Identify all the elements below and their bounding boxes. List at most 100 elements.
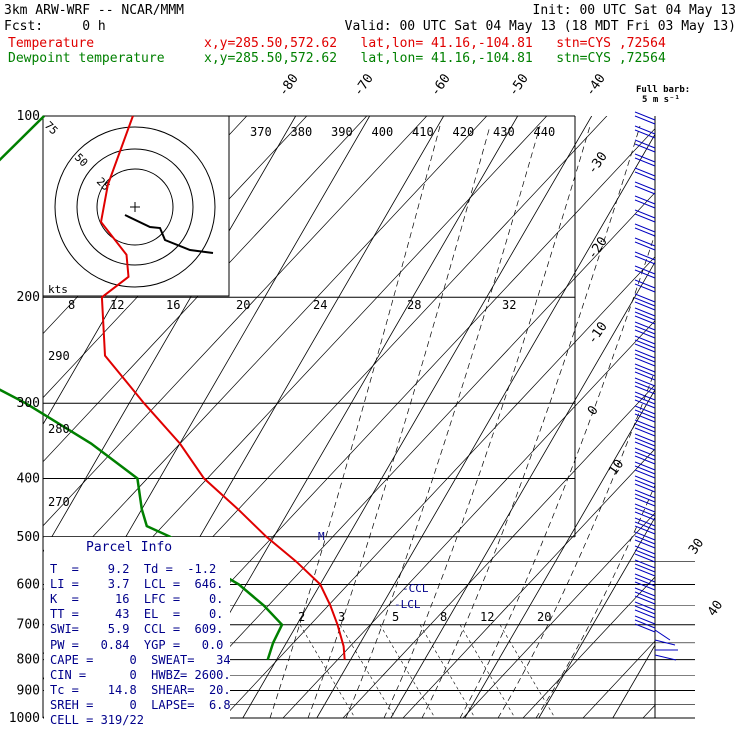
wind-barb	[634, 587, 656, 605]
wind-barb	[634, 321, 656, 339]
wind-barb	[634, 125, 656, 139]
hodograph-ring	[96, 168, 174, 246]
wind-barb	[634, 209, 656, 223]
isotherm-label: -70	[351, 71, 377, 99]
dry-adiabat	[282, 320, 655, 718]
isotherm-label: 30	[686, 536, 707, 557]
dry-adiabat	[43, 116, 368, 463]
full-barb-label: Full barb:	[636, 85, 691, 95]
theta-label: 290	[48, 349, 70, 363]
moist-adiabat	[459, 232, 655, 718]
moist-adiabat	[421, 125, 641, 718]
pressure-label: 300	[17, 396, 40, 411]
dry-adiabat	[342, 384, 655, 718]
pressure-label: 500	[17, 530, 40, 545]
dewpoint-legend: Dewpoint temperature	[8, 51, 165, 66]
model-title: 3km ARW-WRF -- NCAR/MMM	[4, 3, 185, 18]
wind-barb	[634, 265, 656, 279]
wind-barb	[634, 531, 656, 549]
m-annotation: M	[318, 530, 325, 543]
isotherm-label: 40	[705, 598, 726, 619]
wind-barb	[634, 433, 656, 451]
moist-adiabat	[383, 125, 591, 718]
hodograph-unit: kts	[48, 283, 68, 296]
hodograph-ring	[76, 148, 194, 266]
moist-adiabat	[307, 125, 491, 718]
wind-barb	[634, 279, 656, 293]
dry-adiabat	[43, 116, 428, 527]
theta-label: 380	[291, 125, 313, 139]
moist-adiabat	[345, 125, 541, 718]
mixing-ratio-label: 20	[236, 298, 250, 312]
mixing-ratio-label: 5	[392, 610, 399, 624]
hodograph-ring	[54, 126, 216, 288]
hodograph-trace	[124, 214, 214, 254]
isotherm-label: -60	[428, 71, 454, 99]
wind-barb	[634, 293, 656, 311]
wind-barb	[634, 489, 656, 507]
moist-adiabat	[535, 484, 655, 718]
dry-adiabat	[462, 512, 655, 718]
mixing-ratio-label: 20	[537, 610, 551, 624]
dry-adiabat	[522, 576, 655, 718]
dewpoint-location: x,y=285.50,572.62 lat,lon= 41.16,-104.81…	[204, 51, 666, 66]
wind-barb	[634, 545, 656, 563]
mixing-ratio-line	[459, 624, 516, 718]
pressure-label: 600	[17, 577, 40, 592]
isotherm	[316, 133, 655, 718]
hodograph-box	[42, 115, 230, 297]
mixing-ratio-label: 12	[480, 610, 494, 624]
moist-adiabat	[269, 125, 441, 718]
isotherm-label: -80	[276, 71, 302, 99]
mixing-ratio-label: 24	[313, 298, 327, 312]
mixing-ratio-label: 8	[68, 298, 75, 312]
mixing-ratio-line	[299, 624, 356, 718]
wind-barb	[634, 139, 656, 153]
wind-barb	[634, 573, 656, 591]
mixing-ratio-label: 32	[502, 298, 516, 312]
parcel-info-row: PW = 0.84 YGP = 0.0	[50, 637, 224, 652]
wind-barb	[654, 629, 678, 661]
wind-barb	[634, 559, 656, 577]
theta-label: 430	[493, 125, 515, 139]
parcel-info-row: Tc = 14.8 SHEAR= 20.	[50, 682, 231, 697]
full-barb-unit: 5 m s⁻¹	[642, 95, 680, 105]
theta-label: 410	[412, 125, 434, 139]
isotherm-label: -30	[585, 149, 611, 177]
dewpoint-profile	[0, 115, 284, 661]
mixing-ratio-label: 8	[440, 610, 447, 624]
wind-barb	[634, 461, 656, 479]
parcel-info-row: SREH = 0 LAPSE= 6.8	[50, 697, 231, 712]
theta-label: 400	[372, 125, 394, 139]
parcel-info-title: Parcel Info	[86, 540, 173, 555]
theta-label: 420	[453, 125, 475, 139]
isotherm	[538, 516, 655, 718]
wind-barb	[634, 405, 656, 423]
pressure-label: 1000	[9, 711, 40, 726]
theta-label: 440	[534, 125, 556, 139]
wind-barb	[634, 601, 656, 619]
parcel-info-row: TT = 43 EL = 0.	[50, 607, 224, 622]
temperature-legend: Temperature	[8, 36, 95, 51]
dry-adiabat	[43, 116, 308, 399]
dry-adiabat	[222, 256, 655, 718]
parcel-info-row: CAPE = 0 SWEAT= 34	[50, 652, 231, 667]
mixing-ratio-line	[499, 624, 556, 718]
parcel-info-panel: Parcel Info T = 9.2 Td = -1.2 LI = 3.7 LC…	[44, 537, 231, 727]
wind-barb	[634, 195, 656, 209]
isotherm-label: -20	[585, 234, 611, 262]
mixing-ratio-label: 16	[166, 298, 180, 312]
ccl-annotation: -CCL	[402, 582, 429, 595]
wind-barb	[634, 517, 656, 535]
wind-barb	[634, 615, 656, 633]
parcel-info-row: LI = 3.7 LCL = 646.	[50, 577, 224, 592]
wind-barb	[634, 223, 656, 237]
wind-barb	[634, 335, 656, 353]
pressure-label: 400	[17, 471, 40, 486]
forecast-hour: Fcst: 0 h	[4, 19, 106, 34]
dry-adiabat	[402, 448, 655, 718]
isotherm-label: 0	[585, 403, 602, 418]
mixing-ratio-label: 3	[338, 610, 345, 624]
wind-barb	[634, 349, 656, 367]
